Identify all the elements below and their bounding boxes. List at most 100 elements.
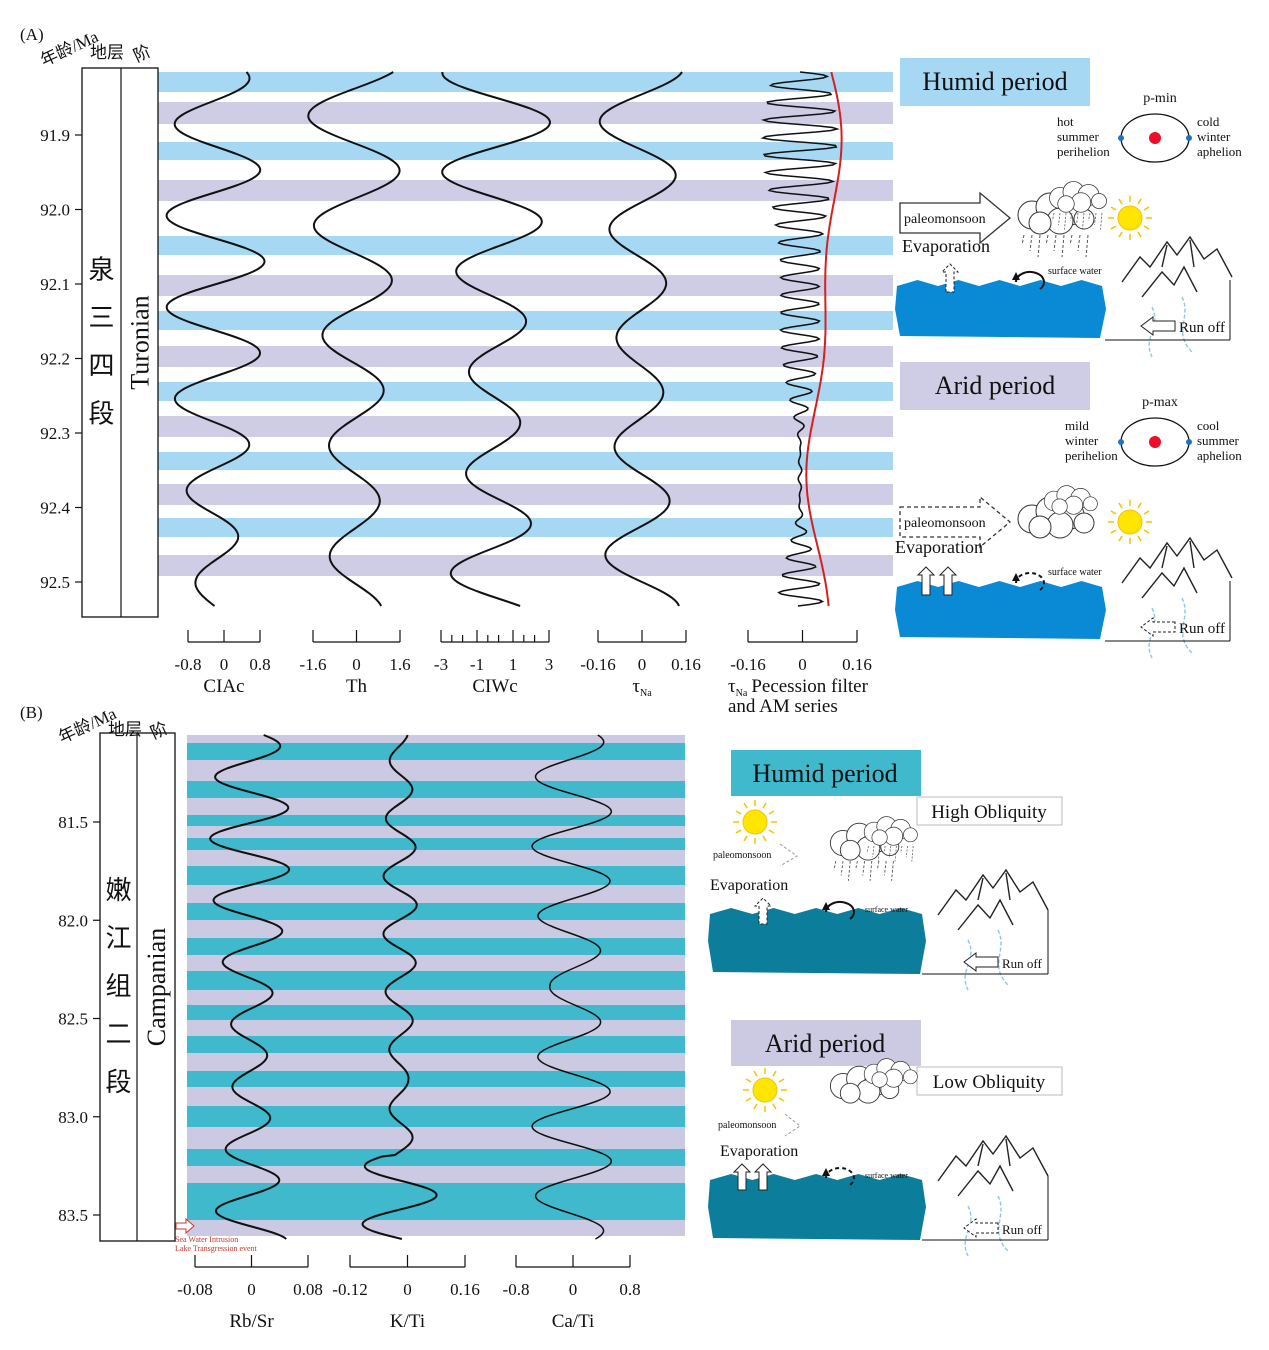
label: p-max <box>1142 395 1178 410</box>
label: -0.8 <box>503 1280 530 1299</box>
runoff-arrow <box>963 952 999 972</box>
label: Arid period <box>765 1029 886 1058</box>
rain <box>883 845 886 854</box>
runoff-arrow <box>1140 617 1176 637</box>
label: Run off <box>1002 956 1043 971</box>
band-humid <box>187 903 685 920</box>
label: 92.2 <box>40 350 70 369</box>
cloud-puff <box>1028 211 1052 235</box>
label: 92.5 <box>40 573 70 592</box>
rule <box>735 829 742 834</box>
label: 0.8 <box>619 1280 640 1299</box>
rule <box>753 1103 758 1110</box>
label: -0.8 <box>175 655 202 674</box>
label: -1 <box>470 655 484 674</box>
rain <box>1058 212 1061 226</box>
ridge <box>1141 540 1198 599</box>
band-humid <box>187 743 685 760</box>
label: cool <box>1197 418 1220 433</box>
band-arid <box>158 555 893 576</box>
curve <box>531 734 613 1240</box>
rain <box>1070 212 1073 221</box>
label: surface water <box>1048 266 1102 277</box>
cloud-puff <box>871 1071 888 1088</box>
rain <box>883 860 887 876</box>
label: 0 <box>798 655 807 674</box>
ridge <box>937 868 1049 916</box>
label: 92.1 <box>40 275 70 294</box>
rain <box>889 845 892 858</box>
band-humid <box>187 938 685 955</box>
band-humid <box>187 1036 685 1053</box>
band-arid <box>158 346 893 367</box>
period-box <box>731 750 921 796</box>
label: 三 <box>88 304 114 333</box>
rule <box>1143 510 1150 515</box>
rain <box>1053 234 1057 252</box>
rule <box>762 802 767 809</box>
rule <box>743 835 748 842</box>
label: hot <box>1057 114 1074 129</box>
period-box <box>900 58 1090 106</box>
label: -0.12 <box>332 1280 367 1299</box>
label: 0.16 <box>671 655 701 674</box>
rain <box>862 860 866 876</box>
label: Low Obliquity <box>933 1072 1046 1093</box>
period-box <box>731 1020 921 1066</box>
band-humid <box>158 72 893 92</box>
cloud-puff <box>903 1069 918 1085</box>
sun-dot <box>1149 132 1161 144</box>
rain <box>1085 234 1089 258</box>
axis-title-part: K/Ti <box>390 1311 425 1332</box>
rule <box>1143 529 1150 534</box>
axis-title: τNa <box>632 676 652 699</box>
rule <box>1143 225 1150 230</box>
label: Evaporation <box>710 877 788 894</box>
label: -0.16 <box>580 655 615 674</box>
ridge <box>937 1134 1049 1182</box>
rain <box>866 845 869 854</box>
band-humid <box>158 518 893 537</box>
rain <box>1100 212 1103 230</box>
label: 0 <box>220 655 229 674</box>
label: 二 <box>105 1020 131 1049</box>
sun <box>742 809 768 835</box>
axis-title-sub: Na <box>736 688 748 699</box>
label: 地层 <box>108 720 142 739</box>
rule <box>745 1078 752 1083</box>
rain <box>840 860 844 876</box>
earth <box>1118 135 1124 141</box>
label: perihelion <box>1057 144 1110 159</box>
band-humid <box>187 866 685 885</box>
rule <box>745 1097 752 1102</box>
mountains <box>1121 536 1233 659</box>
evaporation-arrow <box>940 263 960 293</box>
sun <box>1117 205 1143 231</box>
label: perihelion <box>1065 448 1118 463</box>
label: surface water <box>1048 567 1102 578</box>
label: 0 <box>569 1280 578 1299</box>
axis-title: Th <box>346 676 368 697</box>
label: Evaporation <box>902 236 990 256</box>
evaporation-arrow <box>753 1163 773 1191</box>
mountains <box>937 868 1049 991</box>
rule <box>1110 510 1117 515</box>
band-humid <box>187 1106 685 1127</box>
axis-title: Rb/Sr <box>229 1311 274 1332</box>
label: Run off <box>1179 621 1225 637</box>
evaporation-arrow <box>732 1163 752 1191</box>
axis-title-part: τ <box>632 676 640 697</box>
ridge <box>1121 235 1233 283</box>
runoff-arrow <box>1140 316 1176 336</box>
axis-title-part: CIWc <box>472 676 517 697</box>
cloud-puff <box>1057 195 1075 213</box>
curve <box>361 734 438 1240</box>
band-humid <box>158 382 893 401</box>
label: 嫩 <box>105 876 131 905</box>
cloud <box>863 1058 918 1088</box>
curve <box>441 72 552 607</box>
label: p-min <box>1143 91 1176 106</box>
rain <box>1021 234 1025 246</box>
cloud-puff <box>1051 498 1068 515</box>
label: Run off <box>1179 320 1225 336</box>
